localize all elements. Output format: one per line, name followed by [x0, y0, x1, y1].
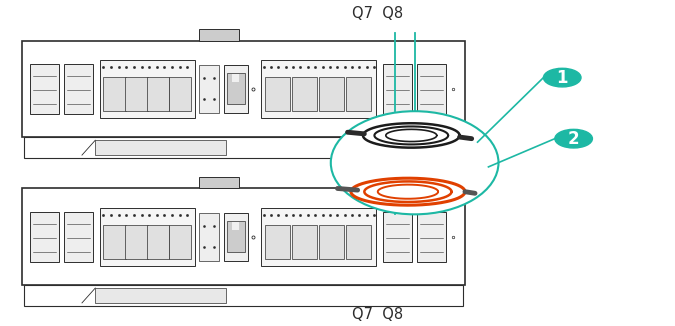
FancyBboxPatch shape	[169, 77, 191, 111]
Ellipse shape	[555, 129, 593, 148]
Text: Q7  Q8: Q7 Q8	[352, 6, 403, 21]
FancyBboxPatch shape	[223, 213, 248, 261]
FancyBboxPatch shape	[24, 137, 463, 158]
FancyBboxPatch shape	[346, 77, 371, 111]
FancyBboxPatch shape	[292, 77, 317, 111]
FancyBboxPatch shape	[24, 285, 463, 306]
Ellipse shape	[543, 68, 581, 87]
FancyBboxPatch shape	[232, 74, 239, 82]
FancyBboxPatch shape	[199, 29, 239, 41]
FancyBboxPatch shape	[319, 225, 344, 259]
FancyBboxPatch shape	[95, 140, 226, 155]
FancyBboxPatch shape	[147, 225, 169, 259]
FancyBboxPatch shape	[227, 73, 245, 104]
FancyBboxPatch shape	[22, 188, 465, 285]
FancyBboxPatch shape	[95, 288, 226, 303]
FancyBboxPatch shape	[232, 222, 239, 230]
FancyBboxPatch shape	[64, 212, 93, 262]
FancyBboxPatch shape	[417, 212, 446, 262]
FancyBboxPatch shape	[292, 225, 317, 259]
FancyBboxPatch shape	[227, 221, 245, 252]
Text: 2: 2	[568, 130, 579, 148]
FancyBboxPatch shape	[169, 225, 191, 259]
FancyBboxPatch shape	[383, 64, 412, 114]
FancyBboxPatch shape	[265, 77, 290, 111]
FancyBboxPatch shape	[199, 213, 219, 261]
FancyBboxPatch shape	[30, 212, 59, 262]
FancyBboxPatch shape	[22, 41, 465, 137]
FancyBboxPatch shape	[199, 177, 239, 188]
FancyBboxPatch shape	[346, 225, 371, 259]
FancyBboxPatch shape	[147, 77, 169, 111]
Ellipse shape	[331, 111, 499, 214]
FancyBboxPatch shape	[223, 65, 248, 113]
FancyBboxPatch shape	[100, 60, 195, 118]
Text: Q7  Q8: Q7 Q8	[352, 307, 403, 322]
FancyBboxPatch shape	[383, 212, 412, 262]
FancyBboxPatch shape	[100, 208, 195, 266]
FancyBboxPatch shape	[319, 77, 344, 111]
FancyBboxPatch shape	[103, 77, 126, 111]
FancyBboxPatch shape	[126, 225, 148, 259]
FancyBboxPatch shape	[199, 65, 219, 113]
Text: 1: 1	[556, 68, 568, 87]
FancyBboxPatch shape	[64, 64, 93, 114]
FancyBboxPatch shape	[261, 60, 377, 118]
FancyBboxPatch shape	[261, 208, 377, 266]
FancyBboxPatch shape	[103, 225, 126, 259]
FancyBboxPatch shape	[30, 64, 59, 114]
FancyBboxPatch shape	[126, 77, 148, 111]
FancyBboxPatch shape	[417, 64, 446, 114]
FancyBboxPatch shape	[265, 225, 290, 259]
